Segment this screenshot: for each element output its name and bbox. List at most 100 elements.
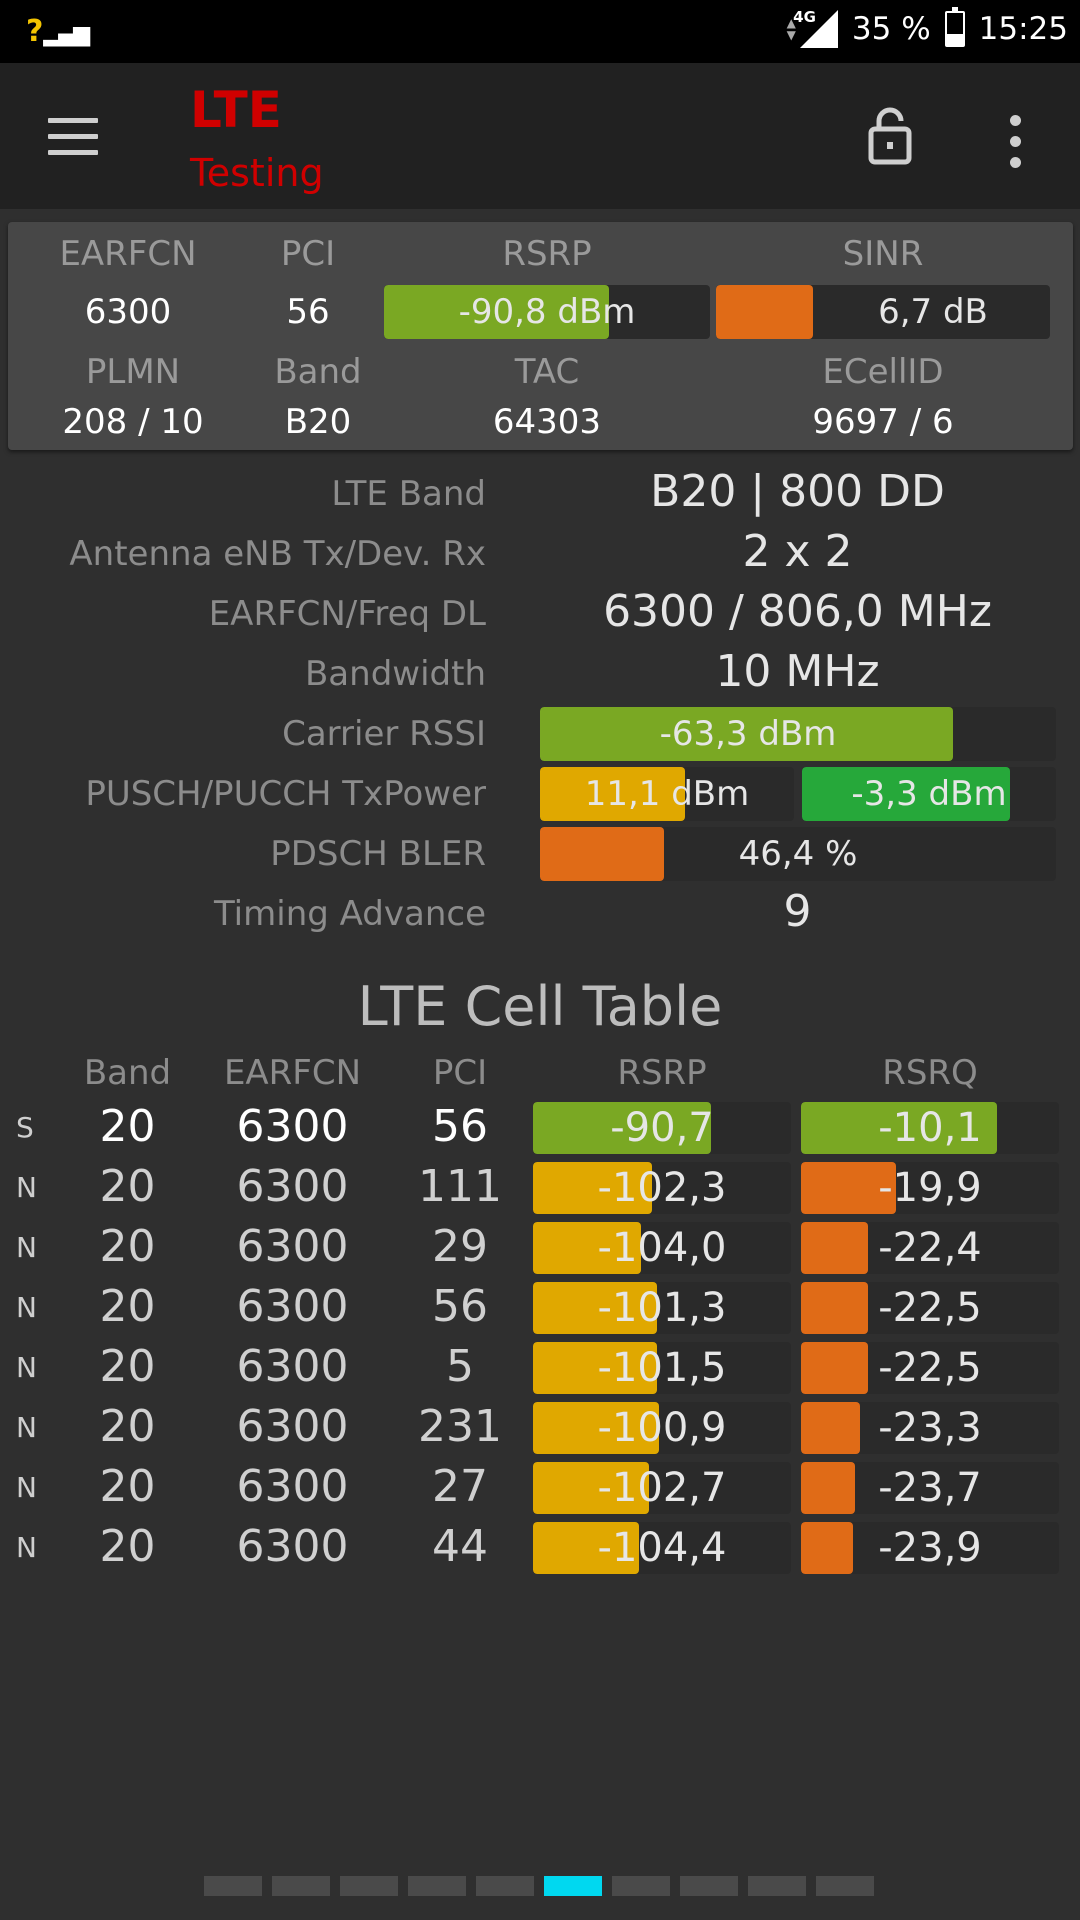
earfcn-freq-label: EARFCN/Freq DL: [208, 594, 486, 634]
page-dot[interactable]: [476, 1876, 534, 1896]
page-dot[interactable]: [612, 1876, 670, 1896]
row-rsrq-value: -23,9: [878, 1525, 982, 1571]
app-bar: LTE Testing: [0, 63, 1080, 209]
row-rsrq-bar: -10,1: [801, 1102, 1059, 1154]
row-rsrp-value: -100,9: [597, 1405, 727, 1451]
antenna-label: Antenna eNB Tx/Dev. Rx: [69, 534, 486, 574]
col-header-pci: PCI: [432, 1053, 488, 1093]
row-rsrq-bar: -23,9: [801, 1522, 1059, 1574]
row-rsrp-value: -102,7: [597, 1465, 727, 1511]
rsrp-value: -90,8 dBm: [458, 292, 636, 332]
row-pci: 44: [432, 1521, 488, 1572]
row-type: N: [16, 1351, 37, 1384]
lte-band-label: LTE Band: [331, 474, 486, 514]
cell-table-title: LTE Cell Table: [357, 975, 723, 1038]
sinr-bar: 6,7 dB: [716, 285, 1050, 339]
row-rsrp-bar: -101,5: [533, 1342, 791, 1394]
rsrp-bar: -90,8 dBm: [384, 285, 710, 339]
serving-cell-summary: EARFCN PCI RSRP SINR 6300 56 -90,8 dBm 6…: [8, 222, 1073, 450]
row-rsrq-bar: -22,5: [801, 1282, 1059, 1334]
row-pci: 5: [446, 1341, 474, 1392]
pci-value: 56: [286, 292, 330, 332]
battery-percent: 35 %: [851, 11, 931, 47]
ecellid-value: 9697 / 6: [812, 402, 954, 442]
row-rsrq-value: -22,5: [878, 1285, 982, 1331]
row-rsrp-value: -101,5: [597, 1345, 727, 1391]
row-type: N: [16, 1411, 37, 1444]
row-rsrq-value: -22,4: [878, 1225, 982, 1271]
tac-label: TAC: [514, 352, 580, 392]
row-rsrp-bar-fill: [533, 1282, 657, 1334]
page-dot[interactable]: [748, 1876, 806, 1896]
row-pci: 56: [432, 1101, 488, 1152]
row-band: 20: [99, 1401, 156, 1452]
hamburger-icon[interactable]: [48, 118, 98, 166]
row-type: N: [16, 1231, 37, 1264]
carrier-rssi-value: -63,3 dBm: [659, 714, 837, 754]
row-rsrq-bar: -22,4: [801, 1222, 1059, 1274]
row-rsrq-value: -23,7: [878, 1465, 982, 1511]
lock-icon[interactable]: [868, 105, 912, 165]
sinr-value: 6,7 dB: [878, 292, 988, 332]
row-rsrq-bar-fill: [801, 1102, 998, 1154]
cell-signal-icon: 4G: [793, 8, 838, 48]
page-dot[interactable]: [680, 1876, 738, 1896]
row-band: 20: [99, 1161, 156, 1212]
bandwidth-label: Bandwidth: [304, 654, 486, 694]
pusch-txpower-value: 11,1 dBm: [584, 774, 750, 814]
earfcn-label: EARFCN: [59, 234, 197, 274]
page-dot[interactable]: [204, 1876, 262, 1896]
row-pci: 27: [432, 1461, 488, 1512]
page-dot[interactable]: [340, 1876, 398, 1896]
row-earfcn: 6300: [236, 1401, 349, 1452]
earfcn-freq-value: 6300 / 806,0 MHz: [603, 586, 992, 637]
row-rsrq-value: -10,1: [878, 1105, 982, 1151]
row-rsrp-value: -104,0: [597, 1225, 727, 1271]
pdsch-bler-bar: 46,4 %: [540, 827, 1056, 881]
bandwidth-value: 10 MHz: [715, 646, 880, 697]
row-type: S: [16, 1111, 34, 1144]
battery-icon: [944, 7, 965, 47]
col-header-band: Band: [83, 1053, 172, 1093]
row-rsrp-value: -90,7: [610, 1105, 714, 1151]
plmn-value: 208 / 10: [62, 402, 204, 442]
page-dot[interactable]: [408, 1876, 466, 1896]
more-vert-icon[interactable]: [1007, 115, 1023, 178]
pucch-txpower-bar-fill: [802, 767, 1011, 821]
row-rsrp-value: -101,3: [597, 1285, 727, 1331]
band-label: Band: [274, 352, 362, 392]
row-pci: 29: [432, 1221, 488, 1272]
row-type: N: [16, 1291, 37, 1324]
signal-strength-icon: ?▂▄▆: [26, 14, 90, 49]
row-band: 20: [99, 1461, 156, 1512]
network-type-label: 4G: [793, 8, 816, 26]
band-value: B20: [284, 402, 352, 442]
plmn-label: PLMN: [85, 352, 181, 392]
row-rsrp-bar-fill: [533, 1342, 657, 1394]
carrier-rssi-bar-fill: [540, 707, 953, 761]
status-bar: ?▂▄▆ ▲ ▼ 4G 35 % 15:25: [0, 0, 1080, 63]
page-dot[interactable]: [272, 1876, 330, 1896]
row-rsrq-bar-fill: [801, 1522, 853, 1574]
row-rsrp-bar-fill: [533, 1402, 660, 1454]
row-rsrp-value: -102,3: [597, 1165, 727, 1211]
row-rsrq-value: -19,9: [878, 1165, 982, 1211]
page-dot[interactable]: [544, 1876, 602, 1896]
row-earfcn: 6300: [236, 1461, 349, 1512]
page-indicator: [204, 1876, 874, 1896]
row-rsrq-value: -23,3: [878, 1405, 982, 1451]
row-rsrp-bar: -101,3: [533, 1282, 791, 1334]
pucch-txpower-bar: -3,3 dBm: [802, 767, 1056, 821]
page-dot[interactable]: [816, 1876, 874, 1896]
page-subtitle: Testing: [190, 151, 324, 195]
row-rsrp-bar-fill: [533, 1462, 650, 1514]
row-rsrp-bar: -102,7: [533, 1462, 791, 1514]
col-header-earfcn: EARFCN: [223, 1053, 362, 1093]
row-rsrp-bar-fill: [533, 1102, 712, 1154]
row-band: 20: [99, 1341, 156, 1392]
antenna-value: 2 x 2: [742, 526, 853, 577]
pdsch-bler-value: 46,4 %: [738, 834, 858, 874]
pucch-txpower-value: -3,3 dBm: [851, 774, 1007, 814]
pdsch-bler-label: PDSCH BLER: [270, 834, 486, 874]
row-pci: 56: [432, 1281, 488, 1332]
